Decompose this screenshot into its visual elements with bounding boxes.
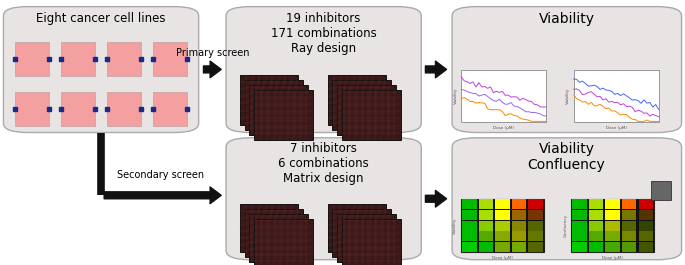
Text: Viability: Viability [453, 217, 457, 234]
FancyBboxPatch shape [107, 92, 141, 126]
FancyBboxPatch shape [528, 220, 543, 231]
FancyBboxPatch shape [153, 92, 187, 126]
FancyBboxPatch shape [573, 220, 587, 231]
FancyBboxPatch shape [589, 199, 603, 209]
Text: Dose (μM): Dose (μM) [492, 255, 513, 259]
FancyBboxPatch shape [461, 199, 544, 252]
FancyBboxPatch shape [528, 242, 543, 252]
FancyBboxPatch shape [512, 210, 526, 220]
FancyBboxPatch shape [622, 242, 636, 252]
FancyBboxPatch shape [512, 220, 526, 231]
FancyBboxPatch shape [606, 220, 620, 231]
FancyBboxPatch shape [528, 210, 543, 220]
FancyBboxPatch shape [240, 204, 298, 252]
FancyBboxPatch shape [589, 210, 603, 220]
FancyBboxPatch shape [327, 204, 386, 252]
Text: Dose (μM): Dose (μM) [493, 126, 514, 130]
FancyBboxPatch shape [245, 209, 303, 257]
FancyBboxPatch shape [337, 214, 396, 262]
Text: Viability: Viability [566, 88, 570, 104]
FancyBboxPatch shape [332, 209, 391, 257]
FancyBboxPatch shape [606, 199, 620, 209]
FancyBboxPatch shape [61, 92, 95, 126]
FancyBboxPatch shape [479, 220, 493, 231]
FancyBboxPatch shape [528, 199, 543, 209]
FancyBboxPatch shape [495, 210, 510, 220]
FancyBboxPatch shape [337, 85, 396, 135]
FancyBboxPatch shape [254, 90, 313, 140]
FancyBboxPatch shape [342, 219, 401, 265]
FancyBboxPatch shape [462, 199, 477, 209]
FancyBboxPatch shape [495, 242, 510, 252]
FancyBboxPatch shape [512, 231, 526, 241]
Text: Viability: Viability [538, 12, 595, 26]
FancyBboxPatch shape [15, 42, 49, 76]
FancyBboxPatch shape [651, 180, 671, 200]
FancyBboxPatch shape [638, 220, 653, 231]
FancyBboxPatch shape [462, 210, 477, 220]
FancyBboxPatch shape [573, 210, 587, 220]
FancyBboxPatch shape [452, 7, 682, 132]
FancyBboxPatch shape [589, 242, 603, 252]
Text: 7 inhibitors
6 combinations
Matrix design: 7 inhibitors 6 combinations Matrix desig… [278, 142, 369, 185]
FancyBboxPatch shape [571, 199, 654, 252]
FancyBboxPatch shape [574, 69, 659, 122]
FancyBboxPatch shape [107, 42, 141, 76]
FancyBboxPatch shape [638, 210, 653, 220]
FancyBboxPatch shape [573, 199, 587, 209]
FancyBboxPatch shape [3, 7, 199, 132]
Text: 19 inhibitors
171 combinations
Ray design: 19 inhibitors 171 combinations Ray desig… [271, 12, 377, 55]
FancyBboxPatch shape [15, 92, 49, 126]
Text: Confluency: Confluency [563, 214, 567, 237]
Text: Secondary screen: Secondary screen [117, 170, 205, 180]
FancyBboxPatch shape [479, 231, 493, 241]
FancyBboxPatch shape [495, 220, 510, 231]
Text: Viability: Viability [453, 88, 458, 104]
FancyBboxPatch shape [528, 231, 543, 241]
FancyBboxPatch shape [479, 210, 493, 220]
FancyBboxPatch shape [327, 75, 386, 125]
FancyBboxPatch shape [622, 210, 636, 220]
FancyBboxPatch shape [606, 210, 620, 220]
FancyBboxPatch shape [589, 220, 603, 231]
FancyBboxPatch shape [462, 231, 477, 241]
FancyBboxPatch shape [226, 138, 421, 260]
FancyBboxPatch shape [61, 42, 95, 76]
FancyBboxPatch shape [495, 231, 510, 241]
FancyBboxPatch shape [512, 199, 526, 209]
Text: Dose (μM): Dose (μM) [606, 126, 627, 130]
FancyBboxPatch shape [622, 199, 636, 209]
FancyBboxPatch shape [622, 220, 636, 231]
FancyBboxPatch shape [479, 242, 493, 252]
FancyBboxPatch shape [249, 85, 308, 135]
FancyBboxPatch shape [622, 231, 636, 241]
FancyBboxPatch shape [240, 75, 298, 125]
FancyBboxPatch shape [573, 231, 587, 241]
FancyBboxPatch shape [153, 42, 187, 76]
FancyBboxPatch shape [606, 231, 620, 241]
FancyBboxPatch shape [226, 7, 421, 132]
FancyBboxPatch shape [638, 199, 653, 209]
Text: Viability
Confluency: Viability Confluency [527, 142, 606, 172]
Text: Eight cancer cell lines: Eight cancer cell lines [36, 12, 166, 25]
FancyBboxPatch shape [512, 242, 526, 252]
Text: Dose (μM): Dose (μM) [602, 255, 623, 259]
FancyBboxPatch shape [495, 199, 510, 209]
Text: Primary screen: Primary screen [176, 48, 250, 58]
FancyBboxPatch shape [638, 231, 653, 241]
FancyBboxPatch shape [342, 90, 401, 140]
FancyBboxPatch shape [452, 138, 682, 260]
FancyBboxPatch shape [589, 231, 603, 241]
FancyBboxPatch shape [462, 220, 477, 231]
FancyBboxPatch shape [462, 242, 477, 252]
FancyBboxPatch shape [461, 69, 546, 122]
FancyBboxPatch shape [479, 199, 493, 209]
FancyBboxPatch shape [249, 214, 308, 262]
FancyBboxPatch shape [606, 242, 620, 252]
FancyBboxPatch shape [573, 242, 587, 252]
FancyBboxPatch shape [254, 219, 313, 265]
FancyBboxPatch shape [245, 80, 303, 130]
FancyBboxPatch shape [638, 242, 653, 252]
FancyBboxPatch shape [332, 80, 391, 130]
